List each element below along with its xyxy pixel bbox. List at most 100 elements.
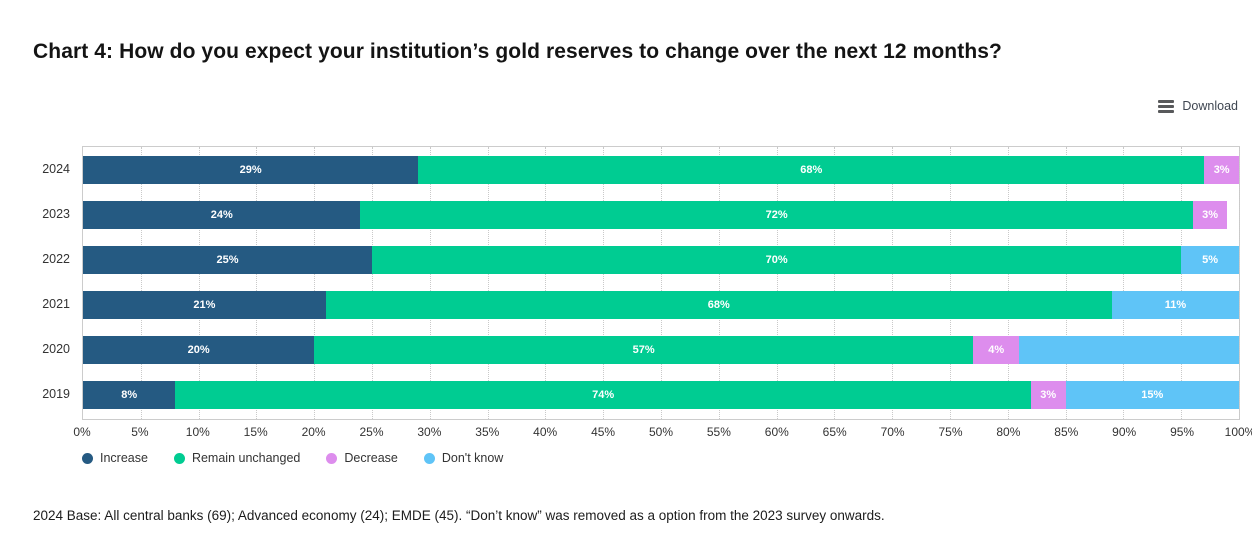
bar-segment-2019-remain-unchanged[interactable]: 74%	[175, 381, 1031, 409]
y-axis-labels: 2024 2023 2022 2021 2020 2019	[0, 146, 70, 420]
gridline	[1065, 147, 1067, 419]
legend-item-decrease[interactable]: Decrease	[326, 451, 398, 465]
bar-segment-2022-don-t-know[interactable]: 5%	[1181, 246, 1239, 274]
x-axis-label-55: 55%	[706, 425, 731, 439]
bar-segment-2023-remain-unchanged[interactable]: 72%	[360, 201, 1193, 229]
x-axis-label-80: 80%	[996, 425, 1021, 439]
gridline	[256, 147, 258, 419]
bar-value-label: 3%	[1213, 164, 1230, 176]
gridline	[1181, 147, 1183, 419]
x-axis-label-90: 90%	[1112, 425, 1137, 439]
gridline	[1123, 147, 1125, 419]
bar-segment-2023-increase[interactable]: 24%	[83, 201, 361, 229]
gridline	[718, 147, 720, 419]
bar-segment-2021-remain-unchanged[interactable]: 68%	[325, 291, 1112, 319]
gridline	[545, 147, 547, 419]
gridline	[776, 147, 778, 419]
bar-segment-2021-increase[interactable]: 21%	[83, 291, 326, 319]
x-axis-label-5: 5%	[131, 425, 149, 439]
download-menu-icon	[1158, 99, 1175, 113]
download-label: Download	[1182, 99, 1238, 113]
gridline	[487, 147, 489, 419]
x-axis-label-30: 30%	[417, 425, 442, 439]
legend-marker-icon	[423, 452, 435, 464]
gridline	[834, 147, 836, 419]
bar-segment-2019-don-t-know[interactable]: 15%	[1065, 381, 1239, 409]
gridline	[314, 147, 316, 419]
bar-value-label: 74%	[592, 389, 615, 401]
gridline	[429, 147, 431, 419]
bar-segment-2023-decrease[interactable]: 3%	[1192, 201, 1228, 229]
chart-title: Chart 4: How do you expect your institut…	[33, 40, 1002, 63]
download-button[interactable]: Download	[1158, 99, 1238, 113]
bar-segment-2020-increase[interactable]: 20%	[83, 336, 315, 364]
bar-value-label: 8%	[121, 389, 138, 401]
bar-segment-2020-decrease[interactable]: 4%	[973, 336, 1020, 364]
gridline	[661, 147, 662, 419]
bar-value-label: 3%	[1040, 389, 1057, 401]
x-axis-label-75: 75%	[938, 425, 963, 439]
bar-value-label: 15%	[1141, 389, 1164, 401]
bar-row-2023: 24% 72% 3%	[83, 201, 1239, 229]
bar-row-2020: 20% 57% 4%	[83, 336, 1239, 364]
bar-segment-2021-don-t-know[interactable]: 11%	[1111, 291, 1239, 319]
gridline	[950, 147, 951, 419]
bar-value-label: 4%	[988, 344, 1005, 356]
gridline	[140, 147, 142, 419]
legend-label: Remain unchanged	[191, 451, 301, 465]
footnote: 2024 Base: All central banks (69); Advan…	[33, 508, 885, 523]
plot-area: 29% 68% 3% 24% 72% 3% 25% 70% 5% 21% 68% 11% 20% 57% 4…	[82, 146, 1240, 420]
gridline	[1239, 147, 1240, 419]
x-axis-label-10: 10%	[185, 425, 210, 439]
bar-value-label: 24%	[210, 209, 233, 221]
bar-value-label: 70%	[765, 254, 788, 266]
bar-segment-2024-remain-unchanged[interactable]: 68%	[418, 156, 1205, 184]
y-axis-label-2021: 2021	[42, 297, 70, 311]
y-axis-label-2020: 2020	[42, 342, 70, 356]
bar-row-2022: 25% 70% 5%	[83, 246, 1239, 274]
legend: Increase Remain unchanged Decrease Don't kn…	[82, 451, 503, 465]
gridline	[372, 147, 373, 419]
bar-segment-2019-decrease[interactable]: 3%	[1030, 381, 1066, 409]
y-axis-label-2024: 2024	[42, 162, 70, 176]
bar-segment-2020-remain-unchanged[interactable]: 57%	[314, 336, 974, 364]
x-axis-label-60: 60%	[764, 425, 789, 439]
legend-marker-icon	[173, 452, 185, 464]
legend-item-increase[interactable]: Increase	[82, 451, 148, 465]
bar-segment-2022-remain-unchanged[interactable]: 70%	[372, 246, 1182, 274]
x-axis-label-35: 35%	[475, 425, 500, 439]
x-axis-label-45: 45%	[591, 425, 616, 439]
bar-segment-2019-increase[interactable]: 8%	[83, 381, 176, 409]
legend-label: Increase	[100, 451, 148, 465]
legend-item-don-t-know[interactable]: Don't know	[423, 451, 503, 465]
gridline	[892, 147, 894, 419]
bar-segment-2022-increase[interactable]: 25%	[83, 246, 372, 274]
x-axis-label-25: 25%	[359, 425, 384, 439]
gridline	[1007, 147, 1009, 419]
legend-label: Decrease	[344, 451, 398, 465]
bar-value-label: 57%	[632, 344, 655, 356]
bar-value-label: 5%	[1202, 254, 1219, 266]
x-axis-label-20: 20%	[301, 425, 326, 439]
x-axis-labels: 0% 5% 10% 15% 20% 25% 30% 35% 40% 45% 50% 55% 60% 65%…	[73, 425, 1252, 441]
x-axis-label-50: 50%	[648, 425, 674, 439]
bar-value-label: 68%	[707, 299, 730, 311]
bar-value-label: 25%	[216, 254, 239, 266]
legend-marker-icon	[82, 452, 93, 464]
bar-value-label: 11%	[1164, 299, 1187, 311]
bar-segment-2024-decrease[interactable]: 3%	[1204, 156, 1239, 184]
x-axis-label-0: 0%	[73, 425, 91, 439]
y-axis-label-2022: 2022	[42, 252, 70, 266]
x-axis-label-65: 65%	[822, 425, 847, 439]
gridline	[603, 147, 605, 419]
bar-value-label: 72%	[765, 209, 788, 221]
legend-marker-icon	[326, 452, 338, 464]
bar-segment-2024-increase[interactable]: 29%	[83, 156, 419, 184]
legend-item-remain-unchanged[interactable]: Remain unchanged	[173, 451, 301, 465]
y-axis-label-2023: 2023	[42, 207, 70, 221]
x-axis-label-100: 100%	[1224, 425, 1252, 439]
bar-value-label: 29%	[239, 164, 262, 176]
bar-segment-2020-don-t-know[interactable]	[1019, 336, 1239, 364]
bar-value-label: 3%	[1202, 209, 1219, 221]
